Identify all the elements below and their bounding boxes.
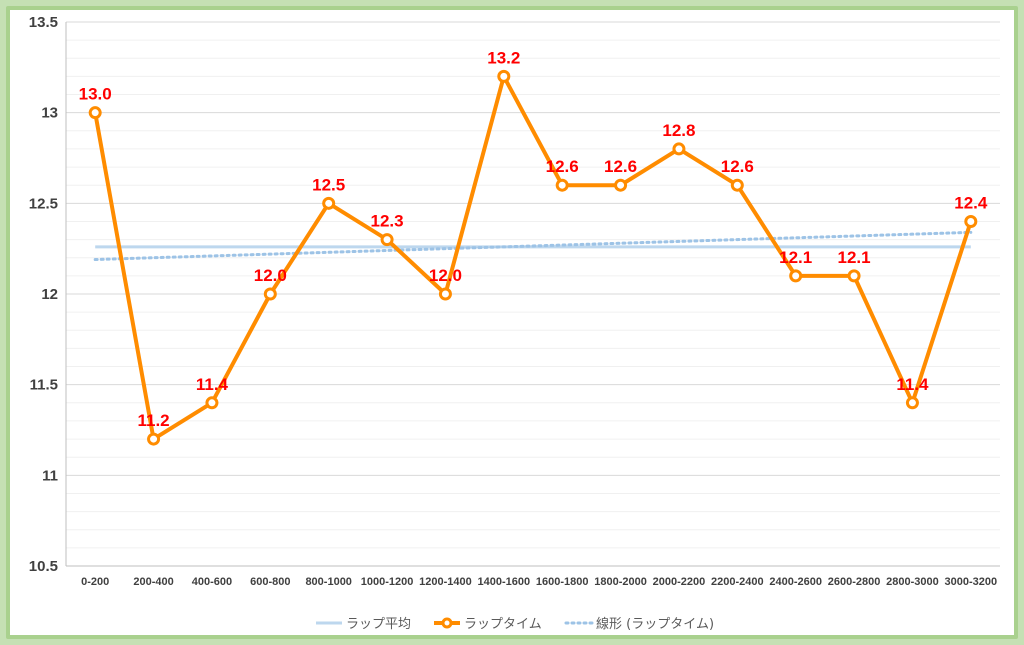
x-tick-label: 1800-2000 <box>594 576 647 588</box>
data-point-marker <box>847 269 861 283</box>
data-label: 12.4 <box>954 193 988 212</box>
x-tick-label: 2600-2800 <box>828 576 881 588</box>
y-tick-label: 13.5 <box>29 14 58 31</box>
axes <box>65 22 1000 567</box>
x-tick-label: 1400-1600 <box>478 576 531 588</box>
x-tick-label: 2200-2400 <box>711 576 764 588</box>
data-point-marker <box>555 178 569 192</box>
legend-label: ラップ平均 <box>346 617 411 632</box>
x-tick-label: 2000-2200 <box>653 576 706 588</box>
data-point-marker <box>263 287 277 301</box>
data-point-marker <box>614 178 628 192</box>
data-label: 11.4 <box>196 375 229 394</box>
legend: ラップ平均 ラップタイム 線形 (ラップタイム) <box>316 616 714 632</box>
y-tick-label: 12.5 <box>29 195 58 212</box>
data-point-marker <box>322 196 336 210</box>
data-point-marker <box>789 269 803 283</box>
data-point-marker <box>205 396 219 410</box>
data-label: 11.4 <box>896 375 929 394</box>
data-point-marker <box>497 69 511 83</box>
y-tick-label: 11 <box>42 467 58 484</box>
grid-lines <box>66 21 1000 549</box>
data-labels: 13.0 11.2 11.4 12.0 12.5 12.3 12.0 13.2 12.6 12.6… <box>79 48 988 430</box>
data-point-marker <box>672 142 686 156</box>
data-label: 12.6 <box>721 157 754 176</box>
series-line <box>93 230 973 262</box>
data-label: 11.2 <box>137 411 169 430</box>
data-point-marker <box>905 396 919 410</box>
data-label: 12.1 <box>779 248 812 267</box>
x-tick-label: 800-1000 <box>305 576 352 588</box>
x-tick-label: 200-400 <box>133 576 173 588</box>
data-label: 12.5 <box>312 175 345 194</box>
y-tick-label: 12 <box>41 286 58 303</box>
series-line <box>93 74 973 442</box>
x-tick-label: 1600-1800 <box>536 576 589 588</box>
legend-swatch-marker <box>441 617 453 629</box>
legend-label: ラップタイム <box>464 617 542 632</box>
data-label: 12.6 <box>604 157 637 176</box>
x-tick-labels: 0-200 200-400 400-600 600-800 800-1000 1000-1… <box>81 576 997 588</box>
data-label: 13.2 <box>487 48 520 67</box>
legend-item: ラップ平均 <box>316 617 411 632</box>
legend-label: 線形 (ラップタイム) <box>596 616 714 632</box>
x-tick-label: 2400-2600 <box>769 576 822 588</box>
x-tick-label: 600-800 <box>250 576 290 588</box>
x-tick-label: 1200-1400 <box>419 576 472 588</box>
data-label: 12.3 <box>371 212 404 231</box>
data-label: 12.8 <box>662 121 695 140</box>
chart-panel <box>10 10 1014 635</box>
data-point-marker <box>964 214 978 228</box>
x-tick-label: 400-600 <box>192 576 232 588</box>
x-tick-label: 1000-1200 <box>361 576 414 588</box>
data-point-marker <box>147 432 161 446</box>
data-point-marker <box>730 178 744 192</box>
series-lines <box>93 74 973 442</box>
y-tick-labels: 10.5 11 11.5 12 12.5 13 13.5 <box>29 14 58 575</box>
legend-item: ラップタイム <box>434 617 542 632</box>
y-tick-label: 11.5 <box>30 377 58 394</box>
data-point-marker <box>88 106 102 120</box>
data-label: 12.1 <box>838 248 871 267</box>
x-tick-label: 3000-3200 <box>945 576 998 588</box>
data-label: 13.0 <box>79 85 112 104</box>
data-label: 12.0 <box>429 266 462 285</box>
data-label: 12.6 <box>546 157 579 176</box>
series-markers <box>88 69 978 446</box>
data-point-marker <box>380 233 394 247</box>
y-tick-label: 10.5 <box>29 558 58 575</box>
data-point-marker <box>438 287 452 301</box>
legend-item: 線形 (ラップタイム) <box>564 616 714 632</box>
y-tick-label: 13 <box>41 105 58 122</box>
x-tick-label: 0-200 <box>81 576 109 588</box>
x-tick-label: 2800-3000 <box>886 576 939 588</box>
data-label: 12.0 <box>254 266 287 285</box>
